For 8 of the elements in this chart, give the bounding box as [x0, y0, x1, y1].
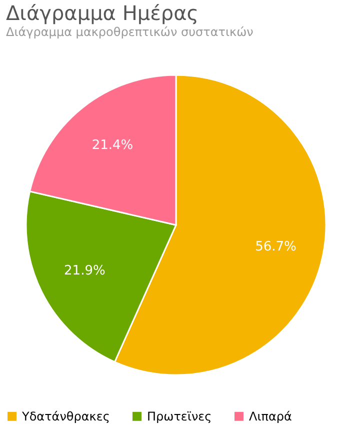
legend-label: Υδατάνθρακες	[21, 409, 110, 424]
legend-label: Λιπαρά	[249, 409, 292, 424]
data-label: 21.4%	[92, 138, 134, 154]
legend-label: Πρωτεϊνες	[147, 409, 212, 424]
data-label: 56.7%	[255, 239, 296, 254]
chart-subtitle: Διάγραμμα μακροθρεπτικών συστατικών	[6, 25, 254, 39]
chart-title: Διάγραμμα Ημέρας	[6, 1, 199, 25]
data-label: 21.9%	[64, 263, 106, 278]
